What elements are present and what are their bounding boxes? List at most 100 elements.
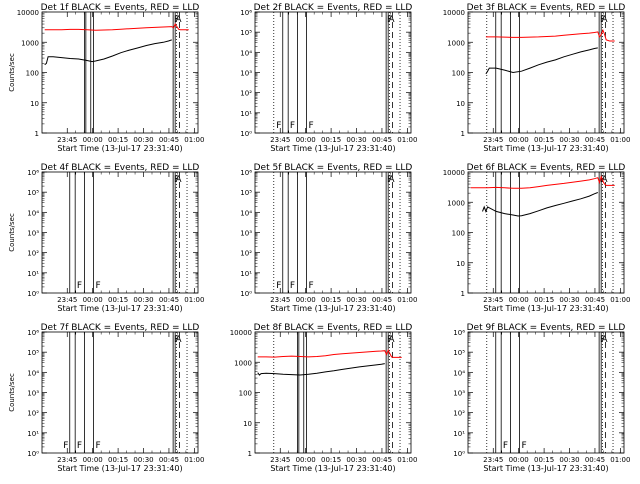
y-tick-label: 10⁵ bbox=[240, 29, 252, 37]
plot-frame bbox=[41, 331, 199, 454]
flag-label: F bbox=[387, 15, 392, 25]
panel-7: Det 7f BLACK = Events, RED = LLD 10⁰ 10¹ 10… bbox=[8, 323, 204, 473]
flag-label: F bbox=[174, 175, 179, 185]
x-tick-label: 00:00 bbox=[509, 296, 529, 304]
y-tick-label: 10⁴ bbox=[27, 209, 39, 217]
x-axis-label: Start Time (13-Jul-17 23:31:40) bbox=[483, 304, 608, 313]
y-tick-label: 10⁵ bbox=[27, 349, 39, 357]
y-tick-label: 100 bbox=[239, 390, 252, 398]
x-tick-label: 00:15 bbox=[321, 296, 341, 304]
flag-label: F bbox=[276, 121, 281, 131]
x-axis-label: Start Time (13-Jul-17 23:31:40) bbox=[270, 464, 395, 473]
flag-label: F bbox=[96, 441, 101, 451]
flag-label: F bbox=[276, 281, 281, 291]
series-lld-line bbox=[257, 348, 402, 358]
flag-label: F bbox=[387, 335, 392, 345]
y-tick-label: 10⁶ bbox=[240, 9, 252, 17]
y-tick-label: 10¹ bbox=[27, 270, 39, 278]
x-tick-label: 00:45 bbox=[372, 136, 392, 144]
x-tick-label: 00:30 bbox=[133, 456, 153, 464]
x-tick-label: 00:30 bbox=[559, 296, 579, 304]
x-tick-label: 23:45 bbox=[483, 456, 503, 464]
panel-content: F F FFA bbox=[273, 12, 401, 133]
x-axis-label: Start Time (13-Jul-17 23:31:40) bbox=[57, 304, 182, 313]
flag-label: F bbox=[290, 121, 295, 131]
x-tick-label: 00:00 bbox=[509, 456, 529, 464]
panel-8: Det 8f BLACK = Events, RED = LLD 1 10 100 10… bbox=[230, 323, 418, 473]
x-tick-label: 23:45 bbox=[483, 296, 503, 304]
x-tick-label: 00:00 bbox=[296, 136, 316, 144]
x-tick-label: 00:45 bbox=[372, 296, 392, 304]
series-lld-line bbox=[44, 22, 189, 31]
y-tick-label: 10² bbox=[240, 250, 252, 258]
series-events-line bbox=[257, 363, 385, 376]
flag-label: A bbox=[601, 175, 608, 185]
y-tick-label: 10⁰ bbox=[453, 450, 465, 458]
flag-label: F bbox=[174, 335, 179, 345]
x-tick-label: 23:45 bbox=[57, 456, 77, 464]
x-tick-label: 23:45 bbox=[270, 296, 290, 304]
y-tick-label: 10⁶ bbox=[27, 169, 39, 177]
series-events-line bbox=[482, 192, 598, 217]
series-events-line bbox=[485, 47, 598, 75]
flag-label: F bbox=[503, 441, 508, 451]
x-axis-label: Start Time (13-Jul-17 23:31:40) bbox=[483, 464, 608, 473]
flag-label: F bbox=[600, 15, 605, 25]
x-tick-label: 01:00 bbox=[610, 456, 630, 464]
flag-label: F bbox=[600, 335, 605, 345]
x-axis-label: Start Time (13-Jul-17 23:31:40) bbox=[483, 144, 608, 153]
panel-title: Det 6f BLACK = Events, RED = LLD bbox=[467, 163, 626, 173]
x-tick-label: 00:15 bbox=[108, 296, 128, 304]
y-axis-label: Counts/sec bbox=[8, 373, 16, 412]
y-tick-label: 1000 bbox=[234, 359, 252, 367]
x-tick-label: 01:00 bbox=[397, 296, 417, 304]
x-tick-label: 00:45 bbox=[585, 136, 605, 144]
plot-frame bbox=[41, 171, 199, 294]
y-tick-label: 100 bbox=[452, 70, 465, 78]
series-lld-line bbox=[485, 28, 615, 42]
x-tick-label: 01:00 bbox=[184, 296, 204, 304]
flag-label: F bbox=[290, 281, 295, 291]
y-tick-label: 1000 bbox=[447, 39, 465, 47]
plot-frame bbox=[467, 331, 625, 454]
y-tick-label: 100 bbox=[452, 230, 465, 238]
y-tick-label: 10² bbox=[453, 410, 465, 418]
x-tick-label: 01:00 bbox=[184, 136, 204, 144]
y-tick-label: 10 bbox=[456, 260, 465, 268]
y-tick-label: 1 bbox=[35, 130, 39, 138]
flag-label: F bbox=[63, 441, 68, 451]
flag-label: F bbox=[77, 281, 82, 291]
y-tick-label: 10⁰ bbox=[27, 290, 39, 298]
x-tick-label: 00:45 bbox=[159, 136, 179, 144]
y-tick-label: 10¹ bbox=[27, 430, 39, 438]
y-axis-label: Counts/sec bbox=[8, 213, 16, 252]
flag-label: A bbox=[175, 175, 182, 185]
panel-title: Det 9f BLACK = Events, RED = LLD bbox=[467, 323, 626, 333]
x-tick-label: 00:45 bbox=[159, 456, 179, 464]
y-tick-label: 10² bbox=[240, 90, 252, 98]
x-axis-label: Start Time (13-Jul-17 23:31:40) bbox=[270, 304, 395, 313]
x-tick-label: 00:15 bbox=[321, 136, 341, 144]
panel-title: Det 1f BLACK = Events, RED = LLD bbox=[41, 3, 200, 13]
y-tick-label: 10⁵ bbox=[453, 349, 465, 357]
y-tick-label: 10 bbox=[456, 100, 465, 108]
panel-content: F FFA bbox=[69, 172, 188, 293]
x-tick-label: 00:45 bbox=[372, 456, 392, 464]
x-tick-label: 00:30 bbox=[133, 296, 153, 304]
panel-6: Det 6f BLACK = Events, RED = LLD 1 10 100 10… bbox=[443, 163, 631, 313]
x-tick-label: 00:30 bbox=[346, 136, 366, 144]
x-tick-label: 00:15 bbox=[108, 456, 128, 464]
panel-title: Det 5f BLACK = Events, RED = LLD bbox=[254, 163, 413, 173]
x-tick-label: 00:00 bbox=[83, 136, 103, 144]
plot-frame bbox=[254, 331, 412, 454]
x-tick-label: 00:00 bbox=[83, 456, 103, 464]
y-tick-label: 10³ bbox=[240, 70, 252, 78]
flag-label: F bbox=[309, 121, 314, 131]
panel-content: F F FFA bbox=[273, 172, 401, 293]
y-tick-label: 10¹ bbox=[240, 270, 252, 278]
panel-title: Det 4f BLACK = Events, RED = LLD bbox=[41, 163, 200, 173]
x-axis-label: Start Time (13-Jul-17 23:31:40) bbox=[270, 144, 395, 153]
x-tick-label: 23:45 bbox=[270, 136, 290, 144]
panel-content: F FFA bbox=[486, 332, 614, 453]
